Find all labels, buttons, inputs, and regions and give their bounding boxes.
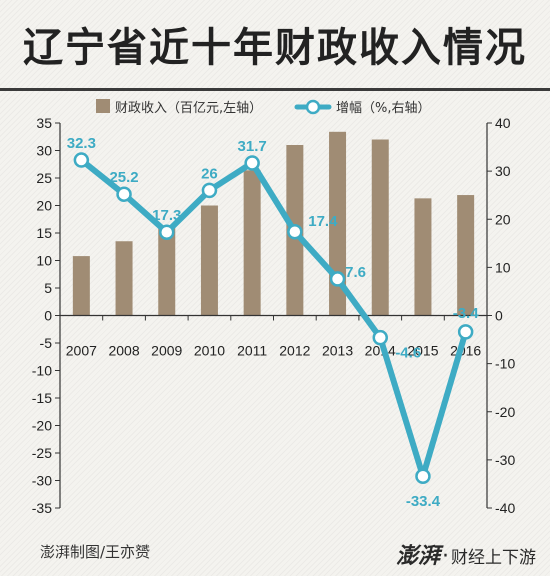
growth-data-label-2011: 31.7 — [238, 138, 267, 155]
brand-logo: 澎湃 · 财经上下游 — [396, 538, 536, 570]
revenue-bar-2013 — [329, 131, 347, 316]
x-tick-label-2009: 2009 — [151, 343, 182, 359]
right-tick-label: -20 — [495, 404, 515, 420]
left-tick-label: 25 — [36, 170, 52, 186]
brand-name: 澎湃 — [395, 543, 440, 569]
growth-point-2013 — [329, 271, 346, 287]
right-tick-label: 20 — [495, 211, 511, 227]
revenue-bar-2007 — [72, 256, 90, 316]
right-tick-label: -30 — [495, 452, 515, 468]
line-layer — [73, 152, 474, 484]
growth-data-label-2009: 17.3 — [152, 207, 181, 224]
growth-data-label-2016: -3.4 — [453, 305, 480, 322]
left-tick-label: -5 — [40, 335, 53, 351]
growth-data-label-2013: 7.6 — [345, 264, 366, 281]
legend-line-label: 增幅（%,右轴） — [336, 101, 431, 116]
legend-bar-swatch — [96, 99, 110, 113]
growth-data-label-2014: -4.6 — [395, 345, 421, 362]
left-tick-label: -30 — [32, 473, 52, 489]
left-tick-label: -35 — [32, 500, 52, 516]
growth-data-label-2010: 26 — [201, 165, 218, 182]
x-tick-label-2013: 2013 — [322, 343, 353, 359]
right-tick-label: -10 — [495, 356, 515, 372]
growth-point-2007 — [73, 152, 90, 168]
left-tick-label: -20 — [32, 418, 52, 434]
left-tick-label: -25 — [32, 445, 52, 461]
x-tick-label-2012: 2012 — [279, 343, 310, 359]
right-tick-label: 10 — [495, 259, 511, 275]
right-tick-label: 0 — [495, 308, 503, 324]
growth-line — [78, 157, 469, 480]
legend-bar-label: 财政收入（百亿元,左轴） — [115, 101, 262, 116]
revenue-bar-2009 — [158, 228, 176, 316]
x-tick-label-2015: 2015 — [407, 343, 438, 359]
right-tick-label: 40 — [495, 115, 511, 131]
chart-title: 辽宁省近十年财政收入情况 — [23, 25, 527, 71]
x-tick-label-2010: 2010 — [194, 343, 225, 359]
revenue-bar-2008 — [115, 241, 133, 316]
left-tick-label: -15 — [32, 390, 52, 406]
left-tick-label: 30 — [36, 143, 52, 159]
revenue-bar-2015 — [414, 198, 432, 316]
revenue-bar-2010 — [200, 205, 218, 316]
growth-point-2012 — [287, 224, 303, 240]
legend-line-marker — [305, 99, 321, 115]
growth-point-2008 — [116, 186, 132, 202]
credit-text: 澎湃制图/王亦赟 — [40, 543, 151, 561]
right-tick-label: 30 — [495, 163, 511, 179]
left-tick-label: 35 — [36, 115, 52, 131]
x-tick-label-2011: 2011 — [237, 343, 267, 359]
title-divider — [0, 88, 550, 91]
x-tick-label-2007: 2007 — [66, 343, 97, 359]
growth-data-label-2012: 17.4 — [308, 213, 338, 230]
revenue-bar-2011 — [243, 170, 261, 316]
brand-dot: · — [442, 544, 449, 569]
left-tick-label: -10 — [32, 363, 52, 379]
left-tick-label: 0 — [44, 308, 52, 324]
growth-point-2011 — [244, 155, 260, 171]
growth-data-label-2015: -33.4 — [406, 493, 441, 510]
growth-point-2015 — [415, 468, 431, 484]
growth-data-label-2007: 32.3 — [67, 135, 96, 152]
left-tick-label: 5 — [44, 280, 52, 296]
growth-point-2010 — [201, 182, 218, 199]
left-tick-label: 10 — [36, 253, 52, 269]
bars-layer — [72, 131, 475, 316]
brand-subtitle: 财经上下游 — [451, 548, 536, 568]
x-tick-label-2008: 2008 — [108, 343, 139, 359]
left-tick-label: 20 — [36, 198, 52, 214]
left-tick-label: 15 — [36, 225, 52, 241]
growth-point-2009 — [159, 224, 175, 240]
right-tick-label: -40 — [495, 500, 515, 516]
growth-point-2014 — [372, 329, 388, 346]
labels-layer: 32.3 25.2 17.3 26 31.7 17.4 7.6 -4.6 -33.4 -3.4 — [67, 135, 479, 510]
axes-layer: 2007 2008 2009 2010 2011 2012 2013 2014 2015 2016… — [32, 115, 516, 516]
growth-data-label-2008: 25.2 — [109, 169, 138, 186]
x-tick-label-2016: 2016 — [450, 343, 481, 359]
legend: 财政收入（百亿元,左轴） 增幅（%,右轴） — [96, 99, 431, 116]
revenue-bar-2014 — [371, 139, 389, 316]
revenue-bar-2016 — [457, 195, 475, 316]
growth-point-2016 — [457, 324, 474, 340]
